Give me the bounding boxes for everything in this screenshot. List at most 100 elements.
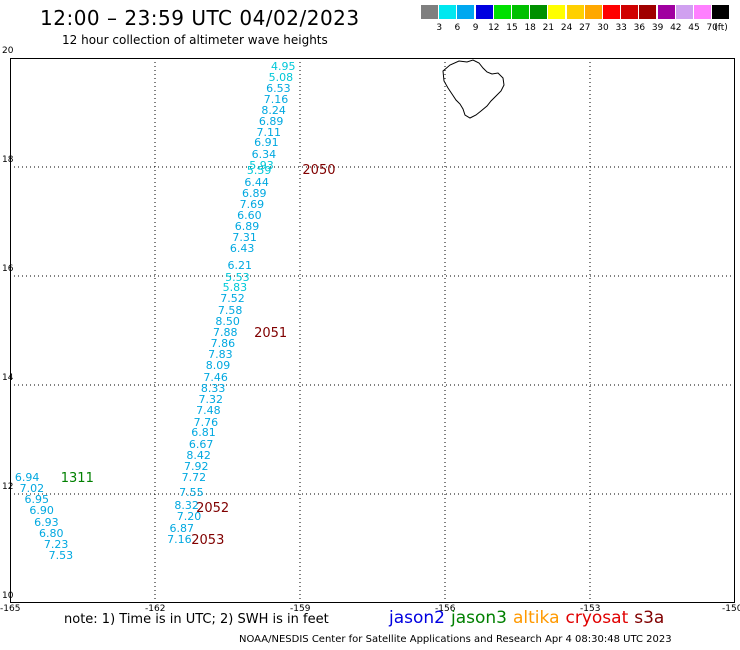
latitude-tick-label: 14 [2,373,14,383]
wave-height-value: 7.86 [210,337,236,351]
scale-swatch [566,5,584,19]
longitude-tick-label: -165 [0,604,21,614]
wave-height-value: 7.23 [43,538,69,552]
wave-height-value: 6.89 [242,186,267,200]
wave-height-value: 7.32 [198,393,224,407]
wave-height-value: 6.94 [14,471,40,485]
wave-height-value: 6.60 [237,208,262,222]
wave-height-value: 6.34 [251,147,277,161]
wave-height-value: 5.08 [268,71,294,85]
satellite-legend-entry: cryosat [565,608,629,628]
scale-label: 27 [579,23,591,33]
credit-line: NOAA/NESDIS Center for Satellite Applica… [239,634,672,645]
pass-number-label: 2052 [196,500,230,516]
scale-swatch [675,5,693,19]
scale-label: 24 [560,23,573,33]
wave-height-value: 6.90 [29,504,54,518]
wave-height-value: 7.83 [208,348,233,362]
latitude-tick-label: 12 [2,482,14,492]
scale-swatch [657,5,675,19]
wave-height-value: 5.93 [249,158,274,172]
scale-label: 33 [615,23,627,33]
scale-swatch [457,5,475,19]
satellite-legend-entry: altika [513,608,560,628]
wave-height-value: 6.43 [229,242,255,256]
scale-label: 21 [542,23,555,33]
wave-height-value: 7.48 [196,404,221,418]
longitude-tick-label: -150 [722,604,740,614]
wave-height-value: 5.53 [225,270,250,284]
scale-swatch [421,5,438,19]
scale-swatch [584,5,602,19]
wave-height-value: 7.58 [217,303,243,317]
wave-height-value: 6.95 [24,493,50,507]
wave-height-value: 7.16 [167,532,192,546]
wave-height-value: 8.33 [200,381,226,395]
latitude-tick-label: 18 [2,155,14,165]
scale-label: 36 [633,23,646,33]
scale-swatch [712,5,730,19]
longitude-tick-label: -162 [145,604,166,614]
wave-height-value: 7.02 [19,482,45,495]
wave-height-value: 8.50 [215,314,240,328]
scale-swatch [512,5,529,19]
wave-height-value: 8.32 [174,499,199,513]
latitude-tick-label: 20 [2,46,14,56]
scale-swatch [493,5,511,19]
scale-label: 30 [597,23,609,33]
wave-height-value: 6.93 [34,515,59,529]
satellite-legend-entry: jason2 [389,608,445,628]
scale-label: 18 [524,23,536,33]
wave-height-value: 8.09 [205,359,231,373]
scale-swatch [639,5,657,19]
pass-number-label: 2050 [302,162,336,178]
wave-height-value: 6.89 [258,114,284,128]
wave-height-value: 7.76 [193,415,219,429]
map-title: 12:00 – 23:59 UTC 04/02/2023 [40,6,360,30]
satellite-legend-entry: s3a [634,608,665,628]
longitude-tick-label: -159 [290,604,311,614]
wave-height-value: 8.24 [261,103,286,117]
scale-label: 15 [506,23,518,33]
scale-swatch [530,5,548,19]
wave-height-value: 7.46 [203,370,228,384]
longitude-tick-label: -156 [435,604,456,614]
wave-height-value: 5.59 [246,164,272,178]
wave-height-value: 6.87 [169,521,195,535]
scale-swatch [439,5,457,19]
wave-height-value: 7.69 [239,198,265,212]
wave-height-value: 7.55 [179,485,204,499]
scale-label: 9 [472,23,479,33]
scale-swatch [548,5,566,19]
satellite-legend: jason2 jason3 altika cryosat s3a [389,608,670,628]
wave-height-value: 7.52 [220,292,245,306]
pass-number-label: 2053 [191,533,225,549]
scale-unit: (ft) [714,23,728,33]
wave-height-value: 6.53 [266,81,291,95]
pass-number-label: 1311 [60,470,94,486]
wave-height-value: 6.21 [227,259,253,273]
scale-label: 3 [436,23,443,33]
wave-height-value: 6.81 [191,426,216,440]
map-grid [10,58,735,603]
wave-height-value: 7.11 [256,125,282,139]
wave-height-value: 6.44 [244,175,269,189]
wave-height-value: 7.53 [48,549,74,563]
map-frame [10,58,735,603]
wave-height-value: 5.83 [222,281,248,295]
wave-height-value: 7.72 [181,471,207,485]
wave-height-map [10,58,735,603]
wave-height-value: 6.67 [188,437,214,451]
wave-height-value: 4.95 [271,60,296,74]
scale-label: 70 [706,23,718,33]
scale-label: 45 [688,23,700,33]
scale-label: 12 [488,23,500,33]
satellite-legend-entry: jason3 [451,608,507,628]
footer-note: note: 1) Time is in UTC; 2) SWH is in fe… [64,612,329,627]
latitude-tick-label: 16 [2,264,14,274]
scale-label: 42 [670,23,682,33]
latitude-tick-label: 10 [2,591,14,601]
wave-height-value: 6.89 [234,220,260,234]
map-subtitle: 12 hour collection of altimeter wave hei… [62,33,328,47]
wave-height-value: 7.16 [263,92,289,106]
